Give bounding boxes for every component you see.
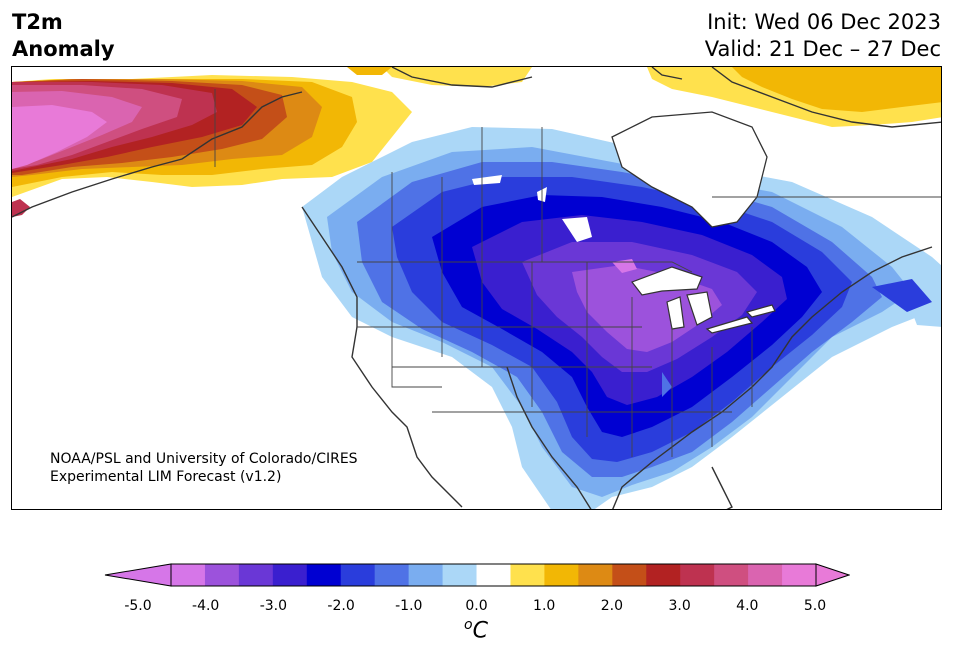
- colorbar-extend-low: [104, 563, 172, 587]
- title-variable: T2m: [12, 10, 63, 34]
- warm-anomaly-northwest: [12, 75, 412, 217]
- colorbar-swatch: [476, 564, 511, 586]
- colorbar-tick-label: 3.0: [668, 598, 691, 614]
- map-credit: NOAA/PSL and University of Colorado/CIRE…: [50, 450, 358, 486]
- init-date: Init: Wed 06 Dec 2023: [707, 10, 941, 34]
- colorbar-tick-label: -1.0: [395, 598, 423, 614]
- colorbar-swatch: [340, 564, 376, 586]
- colorbar-swatch: [306, 564, 342, 586]
- colorbar-swatch: [782, 564, 817, 586]
- colorbar: [104, 563, 851, 591]
- anomaly-map: NOAA/PSL and University of Colorado/CIRE…: [11, 66, 942, 510]
- colorbar-swatch: [442, 564, 478, 586]
- colorbar-swatch: [646, 564, 681, 586]
- great-lakes: [472, 175, 776, 334]
- colorbar-swatch: [272, 564, 308, 586]
- map-title: T2m Anomaly: [12, 9, 115, 63]
- coastlines: [12, 67, 941, 509]
- colorbar-swatch: [408, 564, 444, 586]
- colorbar-tick-label: -4.0: [192, 598, 220, 614]
- colorbar-swatch: [578, 564, 613, 586]
- political-borders: [214, 89, 941, 457]
- colorbar-swatch: [238, 564, 274, 586]
- colorbar-tick-label: -3.0: [259, 598, 288, 614]
- colorbar-swatch: [544, 564, 579, 586]
- cold-anomaly-central: [302, 127, 941, 509]
- colorbar-tick-label: 2.0: [600, 598, 624, 614]
- valid-range: Valid: 21 Dec – 27 Dec: [704, 37, 941, 61]
- credit-line2: Experimental LIM Forecast (v1.2): [50, 469, 282, 485]
- colorbar-extend-high: [815, 563, 851, 587]
- colorbar-swatch: [374, 564, 410, 586]
- colorbar-tick-label: -2.0: [327, 598, 355, 614]
- forecast-dates: Init: Wed 06 Dec 2023 Valid: 21 Dec – 27…: [705, 9, 941, 63]
- colorbar-tick-label: 1.0: [533, 598, 556, 614]
- credit-line1: NOAA/PSL and University of Colorado/CIRE…: [50, 451, 358, 467]
- title-quantity: Anomaly: [12, 37, 115, 61]
- colorbar-swatch: [714, 564, 749, 586]
- colorbar-swatch: [612, 564, 647, 586]
- warm-anomaly-northeast: [347, 67, 941, 127]
- colorbar-swatch: [204, 564, 240, 586]
- colorbar-swatch: [680, 564, 715, 586]
- colorbar-tick-label: 0.0: [465, 598, 488, 614]
- colorbar-swatch: [748, 564, 783, 586]
- colorbar-tick-label: 4.0: [736, 598, 759, 614]
- colorbar-swatch: [510, 564, 545, 586]
- colorbar-tick-label: 5.0: [803, 598, 827, 614]
- colorbar-tick-label: -5.0: [124, 598, 152, 614]
- colorbar-swatch: [171, 564, 206, 586]
- colorbar-unit: oC: [464, 617, 488, 644]
- hudson-bay: [611, 111, 768, 228]
- colorbar-ticks: -5.0 -4.0 -3.0 -2.0 -1.0 0.0 1.0 2.0 3.0 4.0 5.0: [0, 598, 953, 618]
